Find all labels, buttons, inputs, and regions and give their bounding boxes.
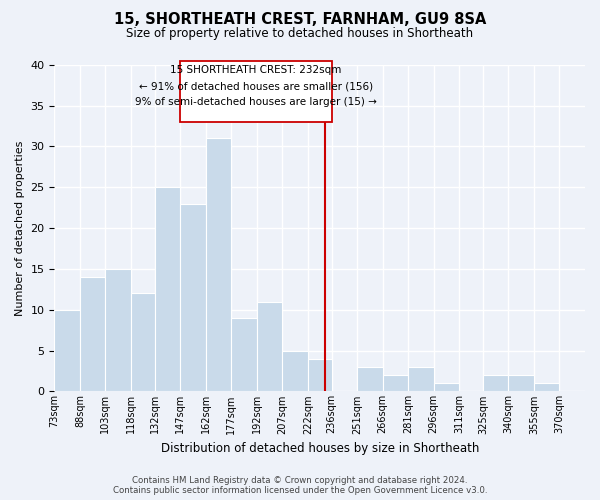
Bar bbox=[257, 302, 282, 392]
Bar bbox=[483, 375, 508, 392]
Bar bbox=[434, 383, 459, 392]
Bar bbox=[534, 383, 559, 392]
Bar bbox=[383, 375, 408, 392]
Bar bbox=[131, 294, 155, 392]
Bar bbox=[508, 375, 534, 392]
Bar bbox=[180, 60, 332, 122]
Bar bbox=[106, 269, 131, 392]
Bar bbox=[80, 277, 106, 392]
Bar bbox=[357, 367, 383, 392]
Bar bbox=[408, 367, 434, 392]
Text: 9% of semi-detached houses are larger (15) →: 9% of semi-detached houses are larger (1… bbox=[135, 98, 377, 108]
Bar bbox=[55, 310, 80, 392]
Text: ← 91% of detached houses are smaller (156): ← 91% of detached houses are smaller (15… bbox=[139, 81, 373, 91]
Bar bbox=[206, 138, 231, 392]
X-axis label: Distribution of detached houses by size in Shortheath: Distribution of detached houses by size … bbox=[161, 442, 479, 455]
Bar bbox=[231, 318, 257, 392]
Text: 15 SHORTHEATH CREST: 232sqm: 15 SHORTHEATH CREST: 232sqm bbox=[170, 65, 341, 75]
Y-axis label: Number of detached properties: Number of detached properties bbox=[15, 140, 25, 316]
Bar bbox=[282, 350, 308, 392]
Text: Contains HM Land Registry data © Crown copyright and database right 2024.
Contai: Contains HM Land Registry data © Crown c… bbox=[113, 476, 487, 495]
Bar bbox=[308, 358, 332, 392]
Bar bbox=[155, 188, 180, 392]
Text: 15, SHORTHEATH CREST, FARNHAM, GU9 8SA: 15, SHORTHEATH CREST, FARNHAM, GU9 8SA bbox=[114, 12, 486, 28]
Bar bbox=[180, 204, 206, 392]
Text: Size of property relative to detached houses in Shortheath: Size of property relative to detached ho… bbox=[127, 28, 473, 40]
